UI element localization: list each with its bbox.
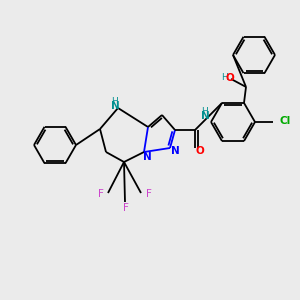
Text: N: N [111, 101, 119, 111]
Text: F: F [123, 203, 129, 213]
Text: N: N [201, 111, 209, 121]
Text: N: N [142, 152, 152, 162]
Text: H: H [201, 106, 207, 116]
Text: N: N [171, 146, 179, 156]
Text: O: O [226, 73, 234, 83]
Text: Cl: Cl [280, 116, 291, 126]
Text: H: H [222, 74, 228, 82]
Text: H: H [112, 97, 118, 106]
Text: O: O [196, 146, 204, 156]
Text: F: F [146, 189, 152, 199]
Text: F: F [98, 189, 104, 199]
